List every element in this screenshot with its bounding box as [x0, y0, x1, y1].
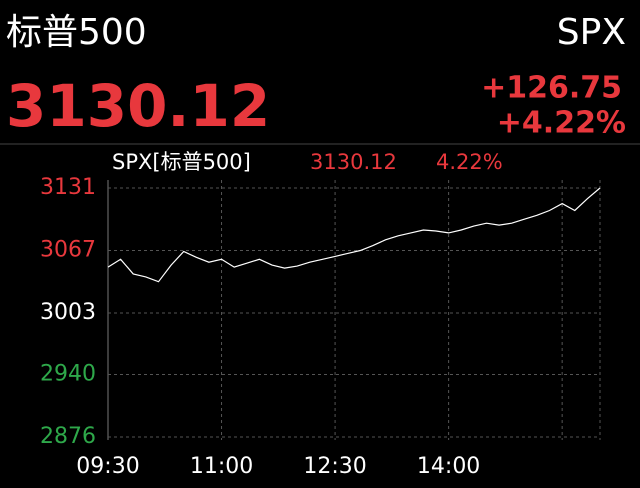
- price: 3130.12: [6, 72, 270, 140]
- y-tick-label: 3003: [40, 300, 96, 325]
- legend-name: SPX[标普500]: [112, 150, 251, 174]
- legend-pct: 4.22%: [436, 150, 503, 174]
- y-tick-label: 3067: [40, 237, 96, 262]
- chart-title: 标普500: [6, 12, 147, 53]
- x-tick-label: 09:30: [76, 454, 139, 479]
- x-tick-label: 14:00: [417, 454, 480, 479]
- price-line: [107, 187, 601, 283]
- x-tick-label: 11:00: [190, 454, 253, 479]
- symbol: SPX: [557, 12, 626, 53]
- legend-price: 3130.12: [310, 150, 397, 174]
- x-tick-label: 12:30: [303, 454, 366, 479]
- change: +126.75: [481, 71, 622, 106]
- y-tick-label: 2940: [40, 362, 96, 387]
- change-pct: +4.22%: [497, 106, 626, 141]
- y-tick-label: 3131: [40, 175, 96, 200]
- y-tick-label: 2876: [40, 424, 96, 449]
